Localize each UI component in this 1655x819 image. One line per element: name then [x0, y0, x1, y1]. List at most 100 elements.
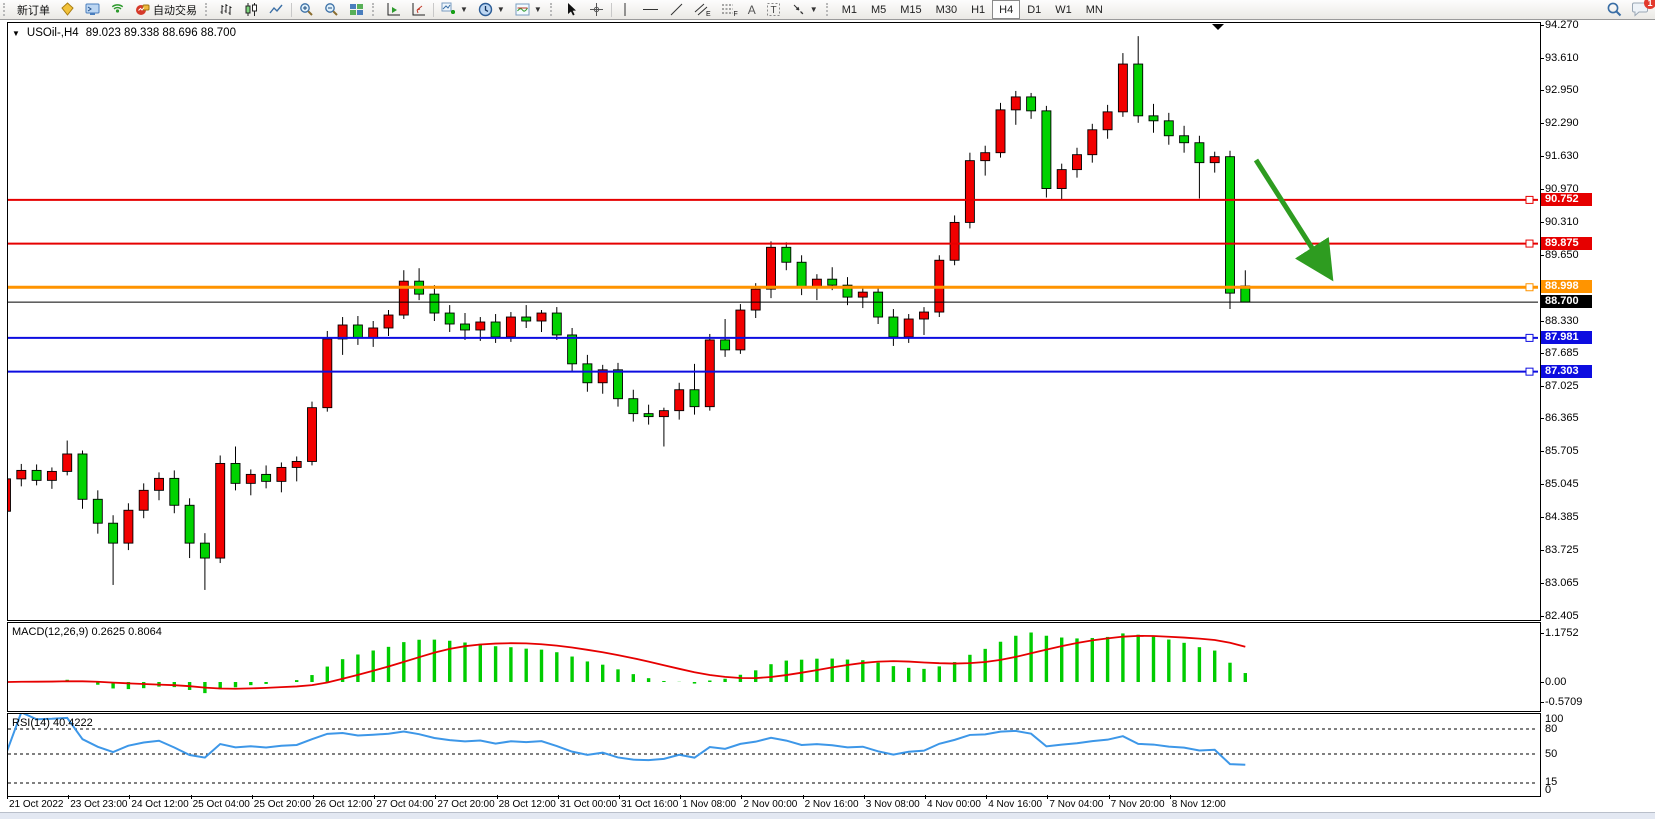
candle-bull	[674, 389, 685, 412]
chat-button[interactable]: 1	[1632, 0, 1655, 17]
time-axis-label: 3 Nov 08:00	[865, 799, 920, 810]
candle-bear	[1179, 135, 1190, 144]
time-tickmark	[251, 795, 253, 799]
timeframe-button-mn[interactable]: MN	[1085, 3, 1103, 16]
time-tickmark	[802, 795, 804, 799]
timeframe-button-h4[interactable]: H4	[992, 0, 1021, 19]
price-tickmark	[1540, 582, 1544, 584]
zoom-in-button[interactable]	[294, 0, 319, 19]
periods-button[interactable]: ▼	[473, 0, 510, 19]
candle-bear	[444, 312, 455, 325]
main-chart-pane[interactable]	[7, 22, 1541, 621]
timeframe-button-w1[interactable]: W1	[1055, 3, 1072, 16]
bar-chart-button[interactable]	[214, 0, 239, 19]
candlestick-chart[interactable]	[8, 23, 1538, 618]
toolbar-separator	[610, 2, 612, 17]
chart-shift-button[interactable]	[406, 0, 431, 19]
timeframe-button-m30[interactable]: M30	[935, 3, 958, 16]
macd-chart[interactable]	[8, 623, 1538, 709]
time-tickmark	[313, 795, 314, 799]
rsi-pane[interactable]	[7, 713, 1541, 797]
add-indicator-button[interactable]: ▼	[436, 0, 473, 19]
timeframe-button-m1[interactable]: M1	[841, 3, 857, 16]
level-line-handle[interactable]	[1525, 367, 1534, 376]
chart-window: ▼ USOil-,H4 89.023 89.338 88.696 88.700 …	[0, 18, 1655, 819]
alerts-button[interactable]	[55, 0, 80, 19]
text-button[interactable]: A	[743, 0, 761, 19]
chat-badge: 1	[1644, 0, 1655, 9]
horizontal-line-button[interactable]	[637, 0, 664, 19]
chart-title[interactable]: ▼ USOil-,H4 89.023 89.338 88.696 88.700	[12, 27, 236, 39]
metaeditor-button[interactable]	[80, 0, 105, 19]
macd-pane[interactable]	[7, 622, 1541, 712]
macd-tickmark	[1540, 702, 1544, 703]
zoom-out-button[interactable]	[319, 0, 344, 19]
time-tickmark	[496, 795, 498, 799]
price-tick-label: 89.650	[1545, 248, 1579, 261]
price-tickmark	[1540, 24, 1544, 26]
time-axis-label: 31 Oct 16:00	[621, 799, 679, 810]
candle-bear	[720, 339, 731, 351]
new-order-button[interactable]: 新订单	[12, 0, 55, 19]
crosshair-button[interactable]	[584, 0, 609, 19]
svg-text:T: T	[770, 5, 776, 16]
candle-bull	[1102, 111, 1113, 131]
rsi-axis-label: 100	[1545, 713, 1564, 725]
time-tickmark	[1169, 795, 1171, 799]
svg-text:E: E	[706, 11, 711, 17]
rsi-label: RSI(14) 40.4222	[12, 717, 93, 729]
timeframe-button-d1[interactable]: D1	[1027, 3, 1042, 16]
text-tool-icon: A	[747, 2, 756, 17]
chart-shift-marker-icon[interactable]	[1212, 24, 1224, 30]
level-line-handle[interactable]	[1525, 239, 1534, 248]
candle-bear	[643, 413, 654, 418]
candle-bull	[1056, 169, 1067, 189]
text-label-button[interactable]: T	[761, 0, 786, 19]
price-tick-label: 83.065	[1545, 576, 1579, 589]
trendline-button[interactable]	[664, 0, 689, 19]
candlestick-button[interactable]	[239, 0, 264, 19]
candle-bear	[521, 316, 532, 322]
candle-bull	[505, 316, 516, 338]
signals-button[interactable]	[105, 0, 130, 19]
candle-bull	[1209, 156, 1220, 164]
price-tickmark	[1540, 57, 1544, 59]
candle-bear	[352, 324, 363, 339]
timeframe-button-m5[interactable]: M5	[870, 3, 887, 16]
time-axis-label: 26 Oct 12:00	[315, 799, 373, 810]
auto-trading-button[interactable]: 自动交易	[130, 0, 202, 19]
price-tickmark	[1540, 221, 1544, 223]
timeframe-button-m15[interactable]: M15	[900, 3, 922, 16]
symbol-dropdown-icon[interactable]: ▼	[12, 28, 20, 38]
templates-button[interactable]: ▼	[510, 0, 547, 19]
candle-bull	[857, 291, 868, 298]
line-chart-icon	[269, 4, 283, 14]
arrows-button[interactable]: ▼	[786, 0, 823, 19]
search-icon[interactable]	[1606, 1, 1622, 17]
level-line-handle[interactable]	[1525, 333, 1534, 342]
price-tickmark	[1540, 385, 1544, 387]
candle-bull	[1072, 154, 1082, 171]
level-line-handle[interactable]	[1525, 283, 1534, 292]
auto-scroll-button[interactable]	[381, 0, 406, 19]
rsi-chart[interactable]	[8, 714, 1538, 794]
candle-bull	[322, 338, 333, 409]
macd-tickmark	[1540, 633, 1544, 634]
trend-arrow-annotation[interactable]	[1253, 158, 1334, 282]
candle-bear	[873, 291, 884, 318]
fibonacci-button[interactable]: F	[716, 0, 743, 19]
timeframe-button-h1[interactable]: H1	[971, 3, 986, 16]
price-level-callout: 88.998	[1541, 280, 1592, 294]
tile-windows-button[interactable]	[344, 0, 369, 19]
line-chart-button[interactable]	[264, 0, 289, 19]
level-line-handle[interactable]	[1525, 195, 1534, 204]
cursor-button[interactable]	[559, 0, 584, 19]
candle-bear	[1148, 115, 1159, 122]
price-tick-label: 87.025	[1545, 379, 1579, 392]
time-tickmark	[557, 795, 559, 799]
candle-bear	[1194, 142, 1205, 164]
price-tick-label: 94.270	[1545, 18, 1579, 31]
vertical-line-button[interactable]	[614, 0, 637, 19]
equidistant-channel-button[interactable]: E	[689, 0, 716, 19]
time-axis-label: 7 Nov 20:00	[1110, 799, 1165, 810]
